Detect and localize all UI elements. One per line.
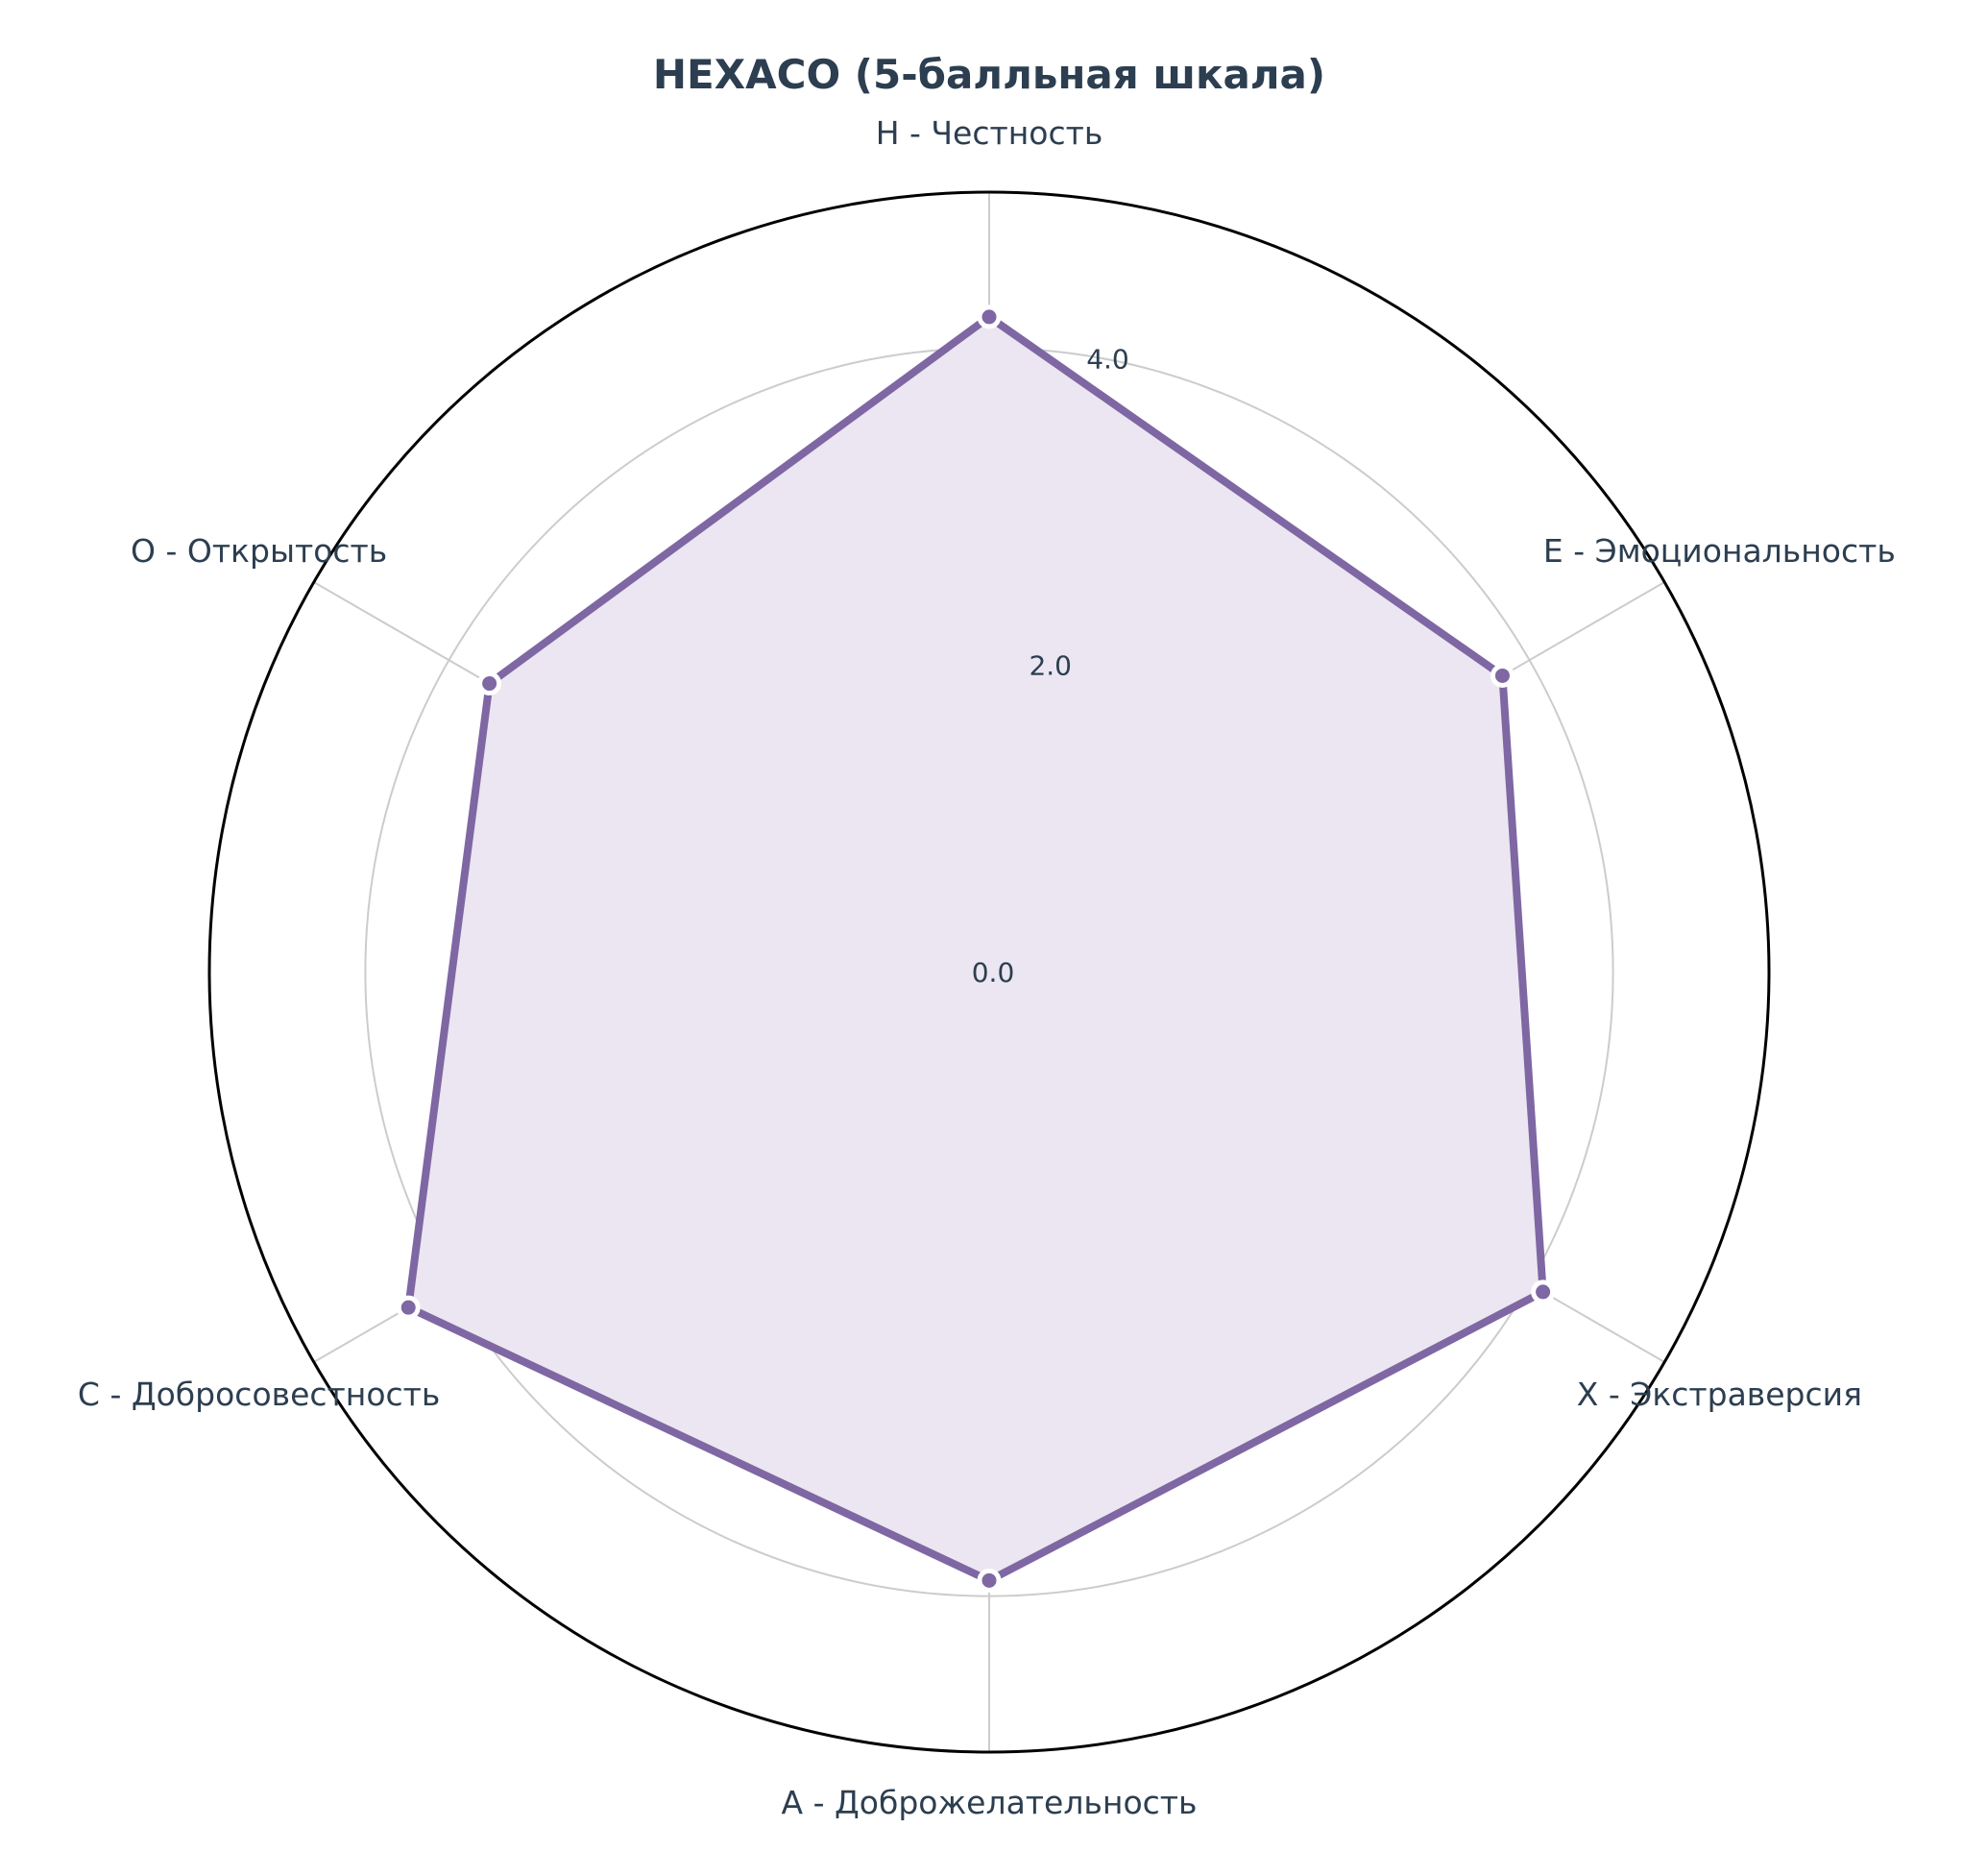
axis-label: X - Экстраверсия xyxy=(1577,1376,1862,1413)
axis-label: E - Эмоциональность xyxy=(1543,532,1896,570)
series-area xyxy=(408,316,1543,1581)
axis-label: H - Честность xyxy=(876,114,1103,152)
axis-label: A - Доброжелательность xyxy=(782,1784,1198,1821)
radial-tick-label: 0.0 xyxy=(972,957,1015,988)
axis-label: C - Добросовестность xyxy=(78,1376,440,1413)
data-point xyxy=(977,1568,1002,1593)
data-point xyxy=(1490,663,1515,688)
data-series xyxy=(396,305,1556,1593)
chart-title: HEXACO (5-балльная шкала) xyxy=(653,51,1325,98)
data-point xyxy=(977,305,1002,329)
chart-frame xyxy=(207,190,1771,1754)
labels: 0.0 2.0 4.0 H - Честность E - Эмоциональност… xyxy=(78,114,1896,1821)
data-point xyxy=(1531,1279,1556,1304)
data-point xyxy=(396,1295,421,1320)
radial-tick-label: 4.0 xyxy=(1086,343,1129,375)
radial-tick-label: 2.0 xyxy=(1029,650,1072,682)
axis-label: O - Открытость xyxy=(131,532,387,570)
data-point xyxy=(477,671,502,696)
